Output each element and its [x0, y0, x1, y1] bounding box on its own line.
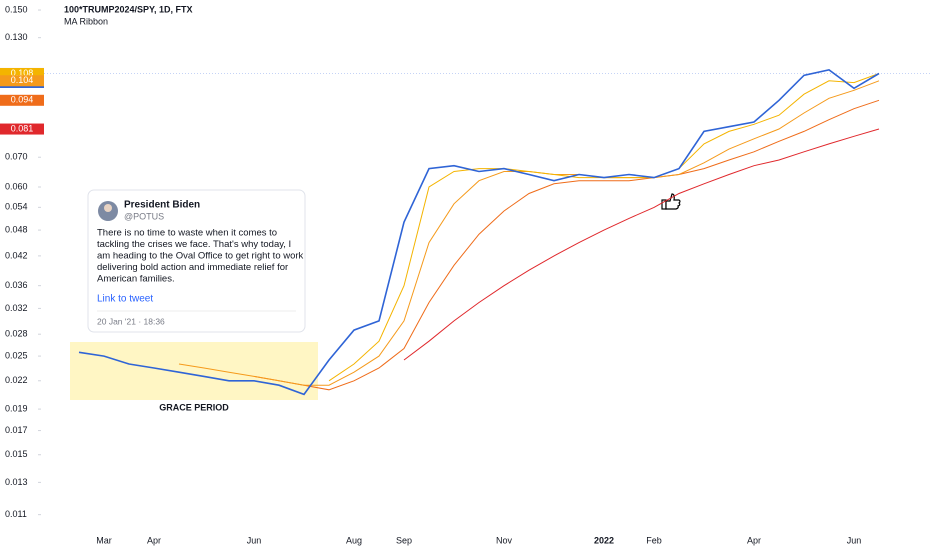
y-tick-label: 0.013: [5, 477, 28, 487]
y-tick-label: 0.060: [5, 181, 28, 191]
y-tick-label: 0.019: [5, 403, 28, 413]
avatar-face: [104, 204, 112, 212]
tweet-text: American families.: [97, 274, 175, 285]
y-tick-label: 0.042: [5, 250, 28, 260]
tweet-date: 20 Jan '21 · 18:36: [97, 316, 165, 326]
value-tag-label: 0.094: [11, 95, 34, 105]
tweet-text: delivering bold action and immediate rel…: [97, 262, 288, 273]
value-tag: [0, 75, 44, 87]
x-tick-label: Apr: [147, 535, 161, 545]
y-tick-label: 0.015: [5, 449, 28, 459]
y-tick-label: 0.048: [5, 224, 28, 234]
value-tag-label: 0.108: [11, 68, 34, 78]
x-tick-label: Mar: [96, 535, 112, 545]
tweet-name: President Biden: [124, 200, 200, 211]
x-tick-label: 2022: [594, 535, 614, 545]
tweet-text: am heading to the Oval Office to get rig…: [97, 251, 304, 262]
y-tick-label: 0.022: [5, 375, 28, 385]
tweet-text: tackling the crises we face. That's why …: [97, 239, 291, 250]
x-tick-label: Jun: [847, 535, 862, 545]
y-tick-label: 0.032: [5, 303, 28, 313]
grace-label: GRACE PERIOD: [159, 402, 229, 412]
series-line: [403, 128, 880, 361]
x-tick-label: Sep: [396, 535, 412, 545]
series-line: [253, 99, 880, 391]
y-tick-label: 0.036: [5, 280, 28, 290]
x-tick-label: Aug: [346, 535, 362, 545]
grace-period-box: [70, 342, 318, 400]
y-tick-label: 0.070: [5, 152, 28, 162]
x-tick-label: Nov: [496, 535, 513, 545]
y-tick-label: 0.028: [5, 329, 28, 339]
value-tag: [0, 94, 44, 106]
y-tick-label: 0.025: [5, 350, 28, 360]
chart-subtitle: MA Ribbon: [64, 16, 108, 26]
value-tag: [0, 67, 44, 79]
y-tick-label: 0.130: [5, 32, 28, 42]
tweet-handle: @POTUS: [124, 211, 164, 221]
y-tick-label: 0.017: [5, 425, 28, 435]
y-tick-label: 0.150: [5, 4, 28, 14]
value-tag-label: 0.104: [11, 75, 34, 85]
tweet-box: [87, 189, 306, 333]
value-tag-label: 0.081: [11, 123, 34, 133]
series-line: [78, 69, 880, 396]
tweet-card: President Biden @POTUS Link to tweet 20 …: [87, 189, 306, 333]
tweet-text: There is no time to waste when it comes …: [97, 228, 277, 239]
y-tick-label: 0.054: [5, 202, 28, 212]
x-tick-label: Jun: [247, 535, 262, 545]
value-tag: [0, 123, 44, 135]
x-tick-label: Feb: [646, 535, 662, 545]
x-tick-label: Apr: [747, 535, 761, 545]
chart-title: 100*TRUMP2024/SPY, 1D, FTX: [64, 4, 193, 14]
y-tick-label: 0.011: [5, 509, 27, 519]
tweet-link[interactable]: Link to tweet: [97, 294, 153, 305]
